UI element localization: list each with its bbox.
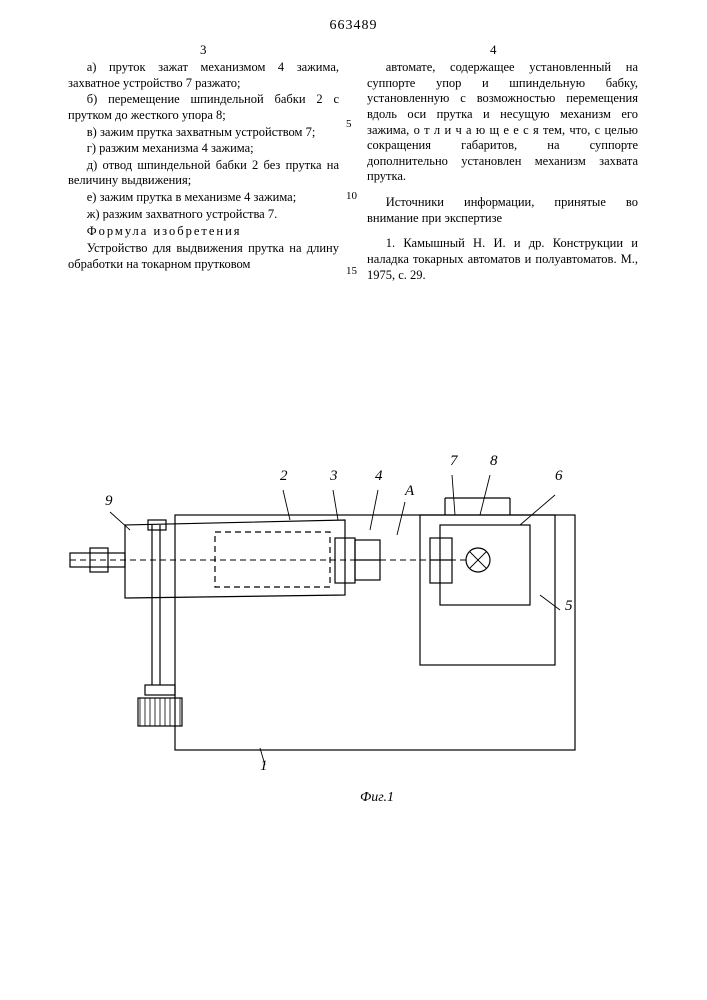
svg-text:6: 6 — [555, 468, 563, 484]
sources-title: Источники информации, принятые во вниман… — [367, 195, 638, 226]
col-num-right: 4 — [490, 42, 497, 58]
svg-text:8: 8 — [490, 453, 498, 469]
svg-text:5: 5 — [565, 598, 573, 614]
para-a: а) пруток зажат механизмом 4 зажима, зах… — [68, 60, 339, 91]
svg-text:9: 9 — [105, 493, 113, 509]
para-e: д) отвод шпиндельной бабки 2 без прутка … — [68, 158, 339, 189]
svg-text:7: 7 — [450, 453, 459, 469]
svg-text:3: 3 — [329, 468, 338, 484]
svg-text:4: 4 — [375, 468, 383, 484]
para-c: в) зажим прутка захватным устройством 7; — [68, 125, 339, 141]
body-text: а) пруток зажат механизмом 4 зажима, зах… — [68, 60, 638, 283]
para-f: е) зажим прутка в механизме 4 зажима; — [68, 190, 339, 206]
formula-title: Формула изобретения — [68, 224, 339, 240]
col-num-left: 3 — [200, 42, 207, 58]
svg-text:2: 2 — [280, 468, 288, 484]
right-para: автомате, содержащее установленный на су… — [367, 60, 638, 185]
source-1: 1. Камышный Н. И. и др. Конструкции и на… — [367, 236, 638, 283]
para-b: б) перемещение шпиндельной бабки 2 с пру… — [68, 92, 339, 123]
formula-start: Устройство для выдвижения прутка на длин… — [68, 241, 339, 272]
svg-text:A: A — [404, 483, 415, 499]
figure-caption: Фиг.1 — [360, 790, 394, 806]
para-d: г) разжим механизма 4 зажима; — [68, 141, 339, 157]
figure-1: 123456789A Фиг.1 — [0, 420, 707, 920]
para-g: ж) разжим захватного устройства 7. — [68, 207, 339, 223]
patent-number: 663489 — [0, 18, 707, 34]
